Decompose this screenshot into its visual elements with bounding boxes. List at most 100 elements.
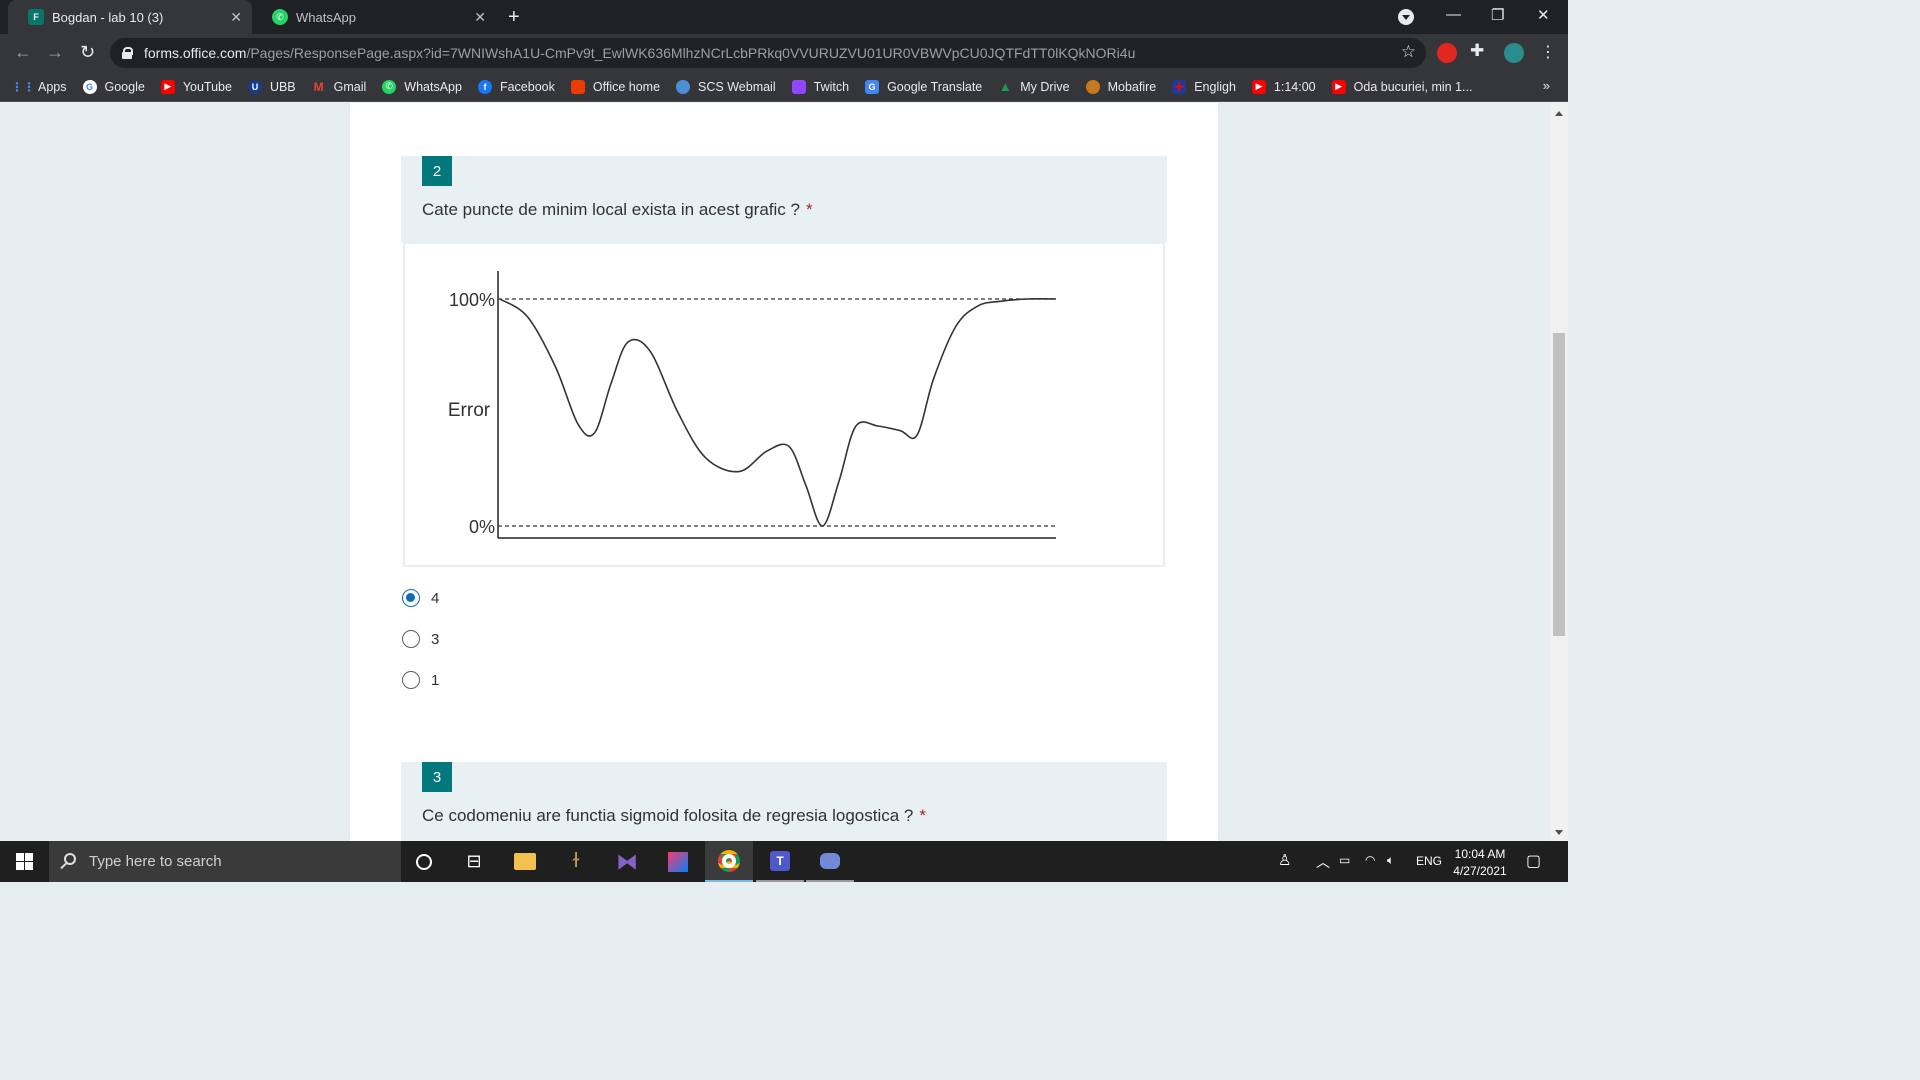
google-icon: G bbox=[82, 79, 97, 94]
question-image: 100% 0% Error bbox=[403, 242, 1165, 567]
translate-icon: G bbox=[865, 79, 880, 94]
lock-icon bbox=[122, 47, 133, 59]
bookmark-video-1[interactable]: ▶ 1:14:00 bbox=[1251, 79, 1316, 94]
chrome-icon[interactable] bbox=[705, 841, 753, 882]
extension-red-icon[interactable] bbox=[1437, 43, 1457, 63]
question-2-text: Cate puncte de minim local exista in ace… bbox=[422, 200, 800, 219]
office-icon bbox=[570, 79, 585, 94]
mobafire-icon bbox=[1085, 79, 1100, 94]
bookmark-mobafire[interactable]: Mobafire bbox=[1085, 79, 1156, 94]
whatsapp-favicon-icon: ✆ bbox=[272, 9, 288, 25]
restore-icon[interactable]: ❐ bbox=[1491, 7, 1505, 24]
close-tab-icon[interactable]: ✕ bbox=[230, 9, 242, 25]
tab-title: Bogdan - lab 10 (3) bbox=[52, 9, 164, 25]
youtube-icon: ▶ bbox=[160, 79, 175, 94]
minimize-icon[interactable]: — bbox=[1446, 6, 1461, 23]
bookmark-google[interactable]: G Google bbox=[82, 79, 145, 94]
tab-search-icon[interactable] bbox=[1398, 9, 1414, 25]
y-axis-label: Error bbox=[448, 400, 491, 421]
bookmark-scs-webmail[interactable]: SCS Webmail bbox=[676, 79, 776, 94]
bookmark-whatsapp[interactable]: ✆ WhatsApp bbox=[382, 79, 462, 94]
uk-flag-icon: ✚ bbox=[1172, 79, 1187, 94]
radio-button[interactable] bbox=[402, 630, 420, 648]
bookmark-google-translate[interactable]: G Google Translate bbox=[865, 79, 982, 94]
question-number-badge: 3 bbox=[422, 762, 452, 792]
profile-avatar[interactable] bbox=[1504, 43, 1524, 63]
option-4[interactable]: 4 bbox=[402, 589, 439, 607]
close-window-icon[interactable]: ✕ bbox=[1537, 7, 1550, 24]
new-tab-plus-icon[interactable]: + bbox=[508, 6, 520, 28]
scrollbar-thumb[interactable] bbox=[1553, 333, 1565, 636]
back-arrow-icon[interactable]: ← bbox=[14, 42, 32, 62]
tab-forms[interactable]: F Bogdan - lab 10 (3) ✕ bbox=[8, 0, 252, 34]
bookmarks-overflow-icon[interactable]: » bbox=[1542, 78, 1550, 93]
show-hidden-icons-chevron-icon[interactable]: ︿ bbox=[1316, 854, 1330, 870]
volume-icon[interactable]: 🔈︎ bbox=[1387, 853, 1395, 867]
error-curve-chart: 100% 0% Error bbox=[448, 271, 1057, 539]
option-label: 4 bbox=[431, 589, 440, 607]
youtube-icon: ▶ bbox=[1331, 79, 1346, 94]
visual-studio-icon[interactable]: ⧓ bbox=[616, 848, 638, 874]
bookmark-office-home[interactable]: Office home bbox=[570, 79, 660, 94]
bookmark-twitch[interactable]: Twitch bbox=[791, 79, 849, 94]
taskbar-search-box[interactable]: Type here to search bbox=[49, 841, 401, 882]
battery-icon[interactable]: ▭ bbox=[1339, 853, 1351, 867]
league-of-legends-icon[interactable]: ɫ bbox=[572, 850, 580, 872]
cortana-icon[interactable] bbox=[400, 841, 448, 882]
bookmark-star-icon[interactable]: ☆ bbox=[1400, 42, 1416, 61]
youtube-icon: ▶ bbox=[1251, 79, 1266, 94]
bookmark-ubb[interactable]: U UBB bbox=[247, 79, 296, 94]
extensions-puzzle-icon[interactable]: ✚ bbox=[1470, 41, 1485, 60]
reference-lines bbox=[498, 298, 1056, 527]
vertical-scrollbar[interactable] bbox=[1550, 103, 1568, 841]
language-indicator[interactable]: ENG bbox=[1416, 854, 1443, 868]
whatsapp-icon: ✆ bbox=[382, 79, 397, 94]
radio-button[interactable] bbox=[402, 671, 420, 689]
url-path: /Pages/ResponsePage.aspx?id=7WNIWshA1U-C… bbox=[246, 45, 1136, 61]
windows-start-icon[interactable] bbox=[16, 853, 33, 870]
scroll-down-arrow-icon[interactable] bbox=[1555, 830, 1563, 835]
drive-icon: ▲ bbox=[998, 79, 1012, 94]
browser-tab-strip: F Bogdan - lab 10 (3) ✕ ✆ WhatsApp ✕ + —… bbox=[0, 0, 1568, 34]
bookmark-apps[interactable]: ⋮⋮ Apps bbox=[11, 79, 67, 94]
y-tick-labels: 100% 0% bbox=[449, 290, 495, 537]
task-view-icon[interactable]: ⊟ bbox=[466, 851, 482, 871]
bookmark-engligh[interactable]: ✚ Engligh bbox=[1172, 79, 1236, 94]
tab-title: WhatsApp bbox=[296, 9, 356, 25]
address-bar[interactable]: forms.office.com/Pages/ResponsePage.aspx… bbox=[110, 38, 1426, 68]
question-number-badge: 2 bbox=[422, 156, 452, 186]
reload-icon[interactable]: ↻ bbox=[80, 42, 96, 62]
browser-menu-icon[interactable]: ⋮ bbox=[1540, 44, 1556, 61]
bookmark-youtube[interactable]: ▶ YouTube bbox=[160, 79, 232, 94]
discord-icon[interactable] bbox=[806, 841, 854, 882]
wifi-icon[interactable]: ◠ bbox=[1365, 853, 1376, 867]
clock-time: 10:04 AM bbox=[1454, 847, 1506, 861]
required-asterisk: * bbox=[805, 200, 813, 219]
question-3-header: 3 Ce codomeniu are functia sigmoid folos… bbox=[401, 762, 1167, 841]
question-text: Ce codomeniu are functia sigmoid folosit… bbox=[422, 806, 926, 826]
forward-arrow-icon[interactable]: → bbox=[46, 42, 64, 62]
notifications-icon[interactable]: ▢ bbox=[1526, 853, 1542, 870]
bookmark-video-2[interactable]: ▶ Oda bucuriei, min 1... bbox=[1331, 79, 1472, 94]
file-explorer-icon[interactable] bbox=[501, 841, 549, 882]
bookmark-gmail[interactable]: M Gmail bbox=[313, 79, 367, 94]
radio-button-checked[interactable] bbox=[402, 589, 420, 607]
close-tab-icon[interactable]: ✕ bbox=[474, 9, 486, 25]
question-3-text: Ce codomeniu are functia sigmoid folosit… bbox=[422, 806, 914, 825]
bookmark-my-drive[interactable]: ▲ My Drive bbox=[998, 79, 1070, 94]
webmail-icon bbox=[676, 79, 691, 94]
system-clock[interactable]: 10:04 AM 4/27/2021 bbox=[1442, 846, 1518, 880]
teams-icon[interactable]: T bbox=[756, 841, 804, 882]
scroll-up-arrow-icon[interactable] bbox=[1555, 111, 1563, 116]
bookmark-facebook[interactable]: f Facebook bbox=[477, 79, 555, 94]
tab-whatsapp[interactable]: ✆ WhatsApp ✕ bbox=[252, 0, 496, 34]
y-tick-label: 100% bbox=[449, 290, 495, 310]
search-icon bbox=[64, 853, 76, 865]
screen: F Bogdan - lab 10 (3) ✕ ✆ WhatsApp ✕ + —… bbox=[0, 0, 1568, 882]
option-3[interactable]: 3 bbox=[402, 630, 439, 648]
people-icon[interactable]: ♙ bbox=[1278, 852, 1292, 869]
twitch-icon bbox=[791, 79, 806, 94]
intellij-icon[interactable] bbox=[654, 841, 702, 882]
option-1[interactable]: 1 bbox=[402, 671, 439, 689]
page-content: 2 Cate puncte de minim local exista in a… bbox=[0, 103, 1550, 841]
